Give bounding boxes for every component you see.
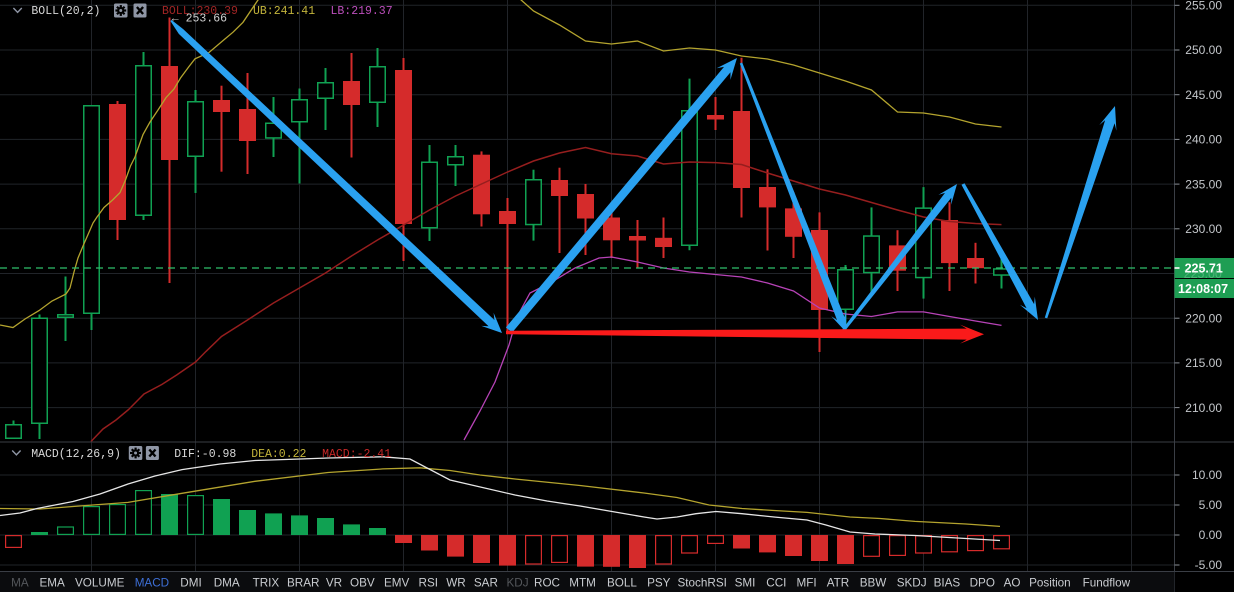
svg-text:RSI: RSI bbox=[419, 577, 438, 590]
svg-text:MACD:-2.41: MACD:-2.41 bbox=[322, 448, 391, 461]
svg-text:12:08:07: 12:08:07 bbox=[1178, 282, 1228, 296]
svg-text:MFI: MFI bbox=[797, 577, 817, 590]
svg-text:WR: WR bbox=[446, 577, 465, 590]
svg-text:Position: Position bbox=[1029, 577, 1071, 590]
svg-text:DEA:0.22: DEA:0.22 bbox=[251, 448, 306, 461]
svg-text:VOLUME: VOLUME bbox=[75, 577, 125, 590]
svg-text:10.00: 10.00 bbox=[1192, 468, 1222, 482]
svg-text:KDJ: KDJ bbox=[507, 577, 529, 590]
svg-text:BOLL:230.39: BOLL:230.39 bbox=[162, 5, 238, 18]
svg-text:UB:241.41: UB:241.41 bbox=[253, 5, 315, 18]
svg-text:225.00: 225.00 bbox=[1184, 267, 1222, 281]
svg-text:BBW: BBW bbox=[860, 577, 887, 590]
svg-text:VR: VR bbox=[326, 577, 342, 590]
svg-text:DPO: DPO bbox=[970, 577, 995, 590]
svg-text:235.00: 235.00 bbox=[1185, 177, 1222, 191]
svg-text:210.00: 210.00 bbox=[1185, 401, 1222, 415]
svg-text:StochRSI: StochRSI bbox=[678, 577, 727, 590]
svg-text:SMI: SMI bbox=[735, 577, 756, 590]
svg-text:ROC: ROC bbox=[534, 577, 560, 590]
svg-text:-5.00: -5.00 bbox=[1195, 558, 1223, 572]
svg-text:220.00: 220.00 bbox=[1185, 311, 1222, 325]
svg-text:DMI: DMI bbox=[180, 577, 201, 590]
svg-text:BOLL(20,2): BOLL(20,2) bbox=[31, 5, 100, 18]
svg-text:← 253.66: ← 253.66 bbox=[172, 13, 227, 26]
svg-text:255.00: 255.00 bbox=[1185, 0, 1222, 13]
svg-text:MACD: MACD bbox=[135, 577, 169, 590]
svg-text:225.71: 225.71 bbox=[1185, 262, 1223, 276]
svg-text:ATR: ATR bbox=[827, 577, 850, 590]
svg-text:5.00: 5.00 bbox=[1199, 498, 1223, 512]
svg-text:215.00: 215.00 bbox=[1185, 356, 1222, 370]
svg-text:TRIX: TRIX bbox=[253, 577, 280, 590]
svg-text:LB:219.37: LB:219.37 bbox=[331, 5, 393, 18]
svg-text:240.00: 240.00 bbox=[1185, 133, 1222, 147]
svg-text:245.00: 245.00 bbox=[1185, 88, 1222, 102]
svg-text:DIF:-0.98: DIF:-0.98 bbox=[174, 448, 236, 461]
svg-text:SKDJ: SKDJ bbox=[897, 577, 927, 590]
svg-text:MTM: MTM bbox=[569, 577, 596, 590]
svg-text:0.00: 0.00 bbox=[1199, 528, 1223, 542]
svg-text:SAR: SAR bbox=[474, 577, 498, 590]
svg-text:Fundflow: Fundflow bbox=[1083, 577, 1131, 590]
svg-text:EMV: EMV bbox=[384, 577, 410, 590]
svg-text:BRAR: BRAR bbox=[287, 577, 319, 590]
svg-text:BIAS: BIAS bbox=[934, 577, 961, 590]
svg-text:BOLL: BOLL bbox=[607, 577, 637, 590]
svg-text:250.00: 250.00 bbox=[1185, 43, 1222, 57]
svg-text:CCI: CCI bbox=[766, 577, 786, 590]
svg-text:MACD(12,26,9): MACD(12,26,9) bbox=[31, 448, 121, 461]
svg-text:OBV: OBV bbox=[350, 577, 375, 590]
svg-text:EMA: EMA bbox=[40, 577, 66, 590]
svg-text:AO: AO bbox=[1004, 577, 1021, 590]
svg-text:230.00: 230.00 bbox=[1185, 222, 1222, 236]
svg-text:DMA: DMA bbox=[214, 577, 240, 590]
svg-text:PSY: PSY bbox=[647, 577, 671, 590]
svg-text:MA: MA bbox=[11, 577, 29, 590]
